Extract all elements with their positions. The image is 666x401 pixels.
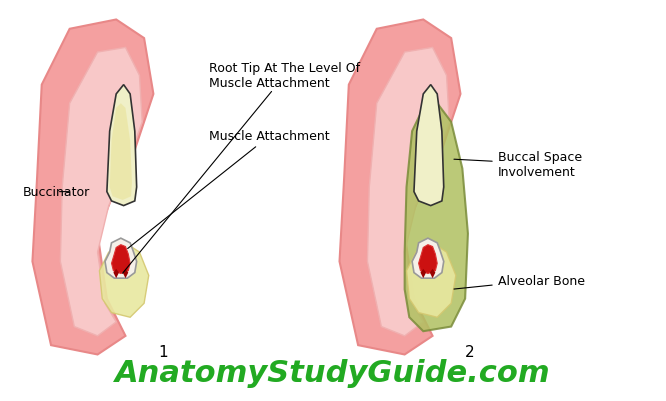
Polygon shape	[110, 104, 132, 200]
Text: Buccal Space
Involvement: Buccal Space Involvement	[454, 150, 582, 178]
Text: AnatomyStudyGuide.com: AnatomyStudyGuide.com	[115, 358, 551, 387]
Polygon shape	[111, 245, 130, 274]
Text: Muscle Attachment: Muscle Attachment	[128, 130, 330, 249]
Polygon shape	[33, 20, 153, 354]
Polygon shape	[340, 20, 460, 354]
Text: Alveolar Bone: Alveolar Bone	[454, 274, 585, 290]
Polygon shape	[412, 239, 444, 278]
Text: Root Tip At The Level Of
Muscle Attachment: Root Tip At The Level Of Muscle Attachme…	[123, 62, 360, 273]
Polygon shape	[99, 243, 149, 318]
Polygon shape	[430, 269, 436, 278]
Polygon shape	[406, 243, 456, 318]
Text: Buccinator: Buccinator	[23, 186, 91, 198]
Polygon shape	[368, 48, 450, 336]
Polygon shape	[420, 269, 426, 278]
Polygon shape	[107, 85, 137, 206]
Polygon shape	[405, 104, 468, 331]
Text: 2: 2	[465, 344, 475, 359]
Polygon shape	[419, 245, 437, 274]
Polygon shape	[123, 269, 129, 278]
Polygon shape	[414, 85, 444, 206]
Text: 1: 1	[158, 344, 168, 359]
Polygon shape	[113, 269, 119, 278]
Polygon shape	[61, 48, 143, 336]
Polygon shape	[105, 239, 137, 278]
